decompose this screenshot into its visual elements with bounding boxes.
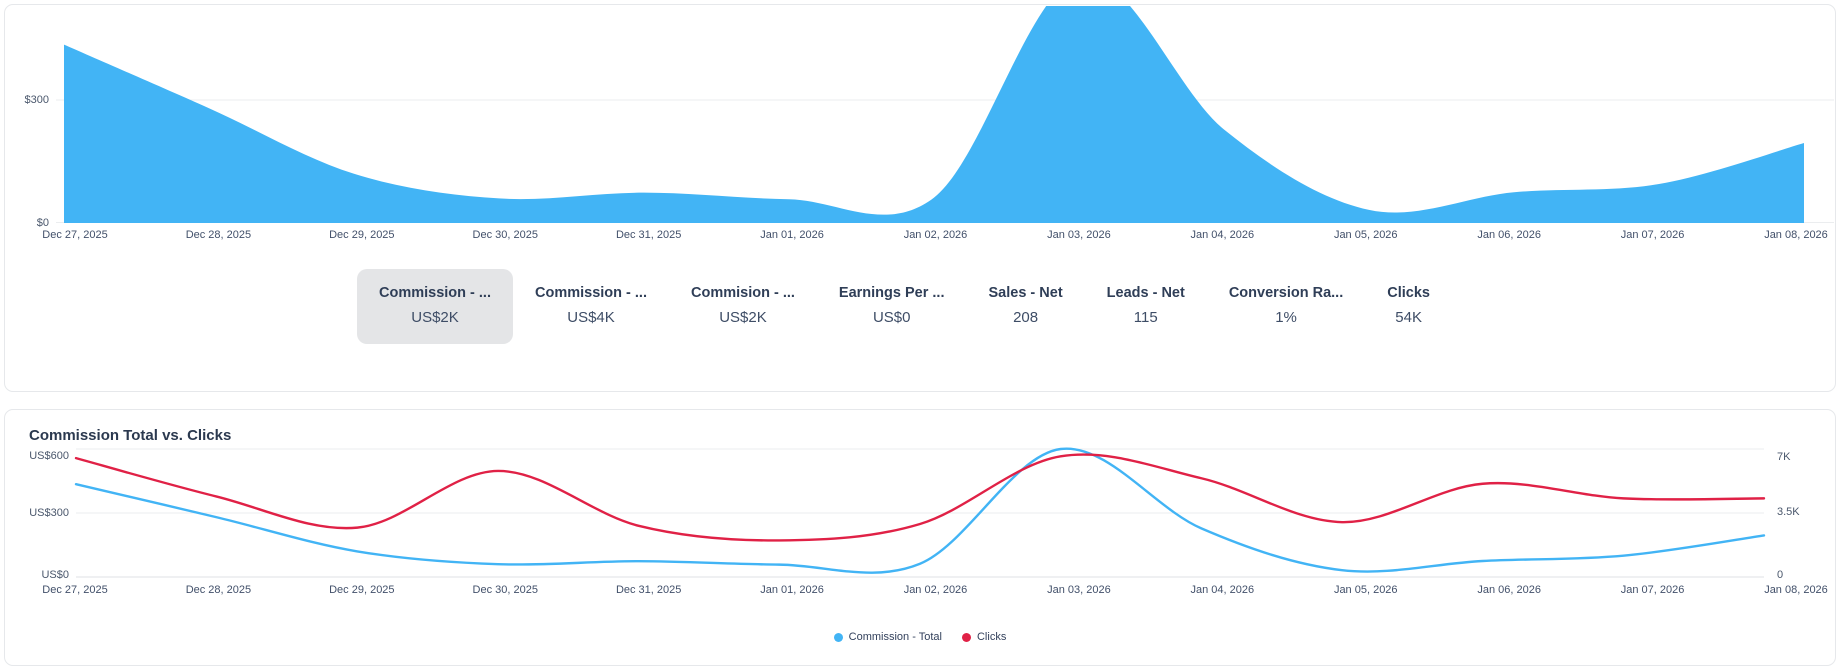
metric-tab-value: US$0	[872, 309, 911, 326]
metric-tab-commision[interactable]: Commision - ... US$2K	[669, 269, 817, 344]
bottom-x-label: Dec 27, 2025	[42, 584, 108, 596]
right-axis-tick-7k: 7K	[1777, 451, 1791, 463]
metric-tab-value: US$4K	[567, 309, 615, 326]
metric-tab-label: Sales - Net	[988, 285, 1063, 301]
metric-tab-leads-net[interactable]: Leads - Net 115	[1085, 269, 1207, 344]
metric-tab-value: US$2K	[411, 309, 459, 326]
top-x-label: Jan 04, 2026	[1190, 229, 1255, 241]
top-x-label: Jan 08, 2026	[1764, 229, 1828, 241]
metric-tab-label: Conversion Ra...	[1228, 285, 1344, 301]
left-axis-tick-600: US$600	[29, 450, 69, 462]
legend-item-commission-total[interactable]: Commission - Total	[833, 631, 942, 643]
bottom-x-label: Jan 02, 2026	[903, 584, 968, 596]
metric-tab-label: Commission - ...	[535, 285, 647, 301]
bottom-x-label: Jan 03, 2026	[1047, 584, 1111, 596]
bottom-chart-title: Commission Total vs. Clicks	[29, 427, 232, 444]
commission-vs-clicks-chart	[74, 447, 1766, 578]
commission-area-chart	[56, 6, 1834, 223]
top-x-label: Dec 29, 2025	[329, 229, 395, 241]
bottom-x-label: Jan 06, 2026	[1477, 584, 1541, 596]
top-x-label: Jan 06, 2026	[1477, 229, 1541, 241]
chart-legend: Commission - Total Clicks	[5, 631, 1835, 643]
top-y-tick-300: $300	[24, 94, 49, 106]
top-x-axis: Dec 27, 2025 Dec 28, 2025 Dec 29, 2025 Dec …	[5, 229, 1835, 245]
legend-dot-icon	[961, 632, 971, 642]
top-x-label: Jan 05, 2026	[1333, 229, 1398, 241]
bottom-x-label: Jan 05, 2026	[1333, 584, 1398, 596]
top-x-label: Jan 01, 2026	[760, 229, 824, 241]
bottom-chart-card: Commission Total vs. Clicks US$600 US$30…	[4, 409, 1836, 666]
metric-tab-label: Clicks	[1387, 285, 1430, 301]
bottom-x-axis: Dec 27, 2025 Dec 28, 2025 Dec 29, 2025 Dec …	[5, 584, 1835, 600]
metric-tab-label: Commission - ...	[379, 285, 491, 301]
right-axis-tick-3-5k: 3.5K	[1777, 506, 1800, 518]
left-axis-tick-0: US$0	[41, 569, 69, 581]
metric-tab-value: 208	[1013, 309, 1039, 326]
bottom-x-label: Jan 04, 2026	[1190, 584, 1255, 596]
metric-tab-value: 1%	[1275, 309, 1297, 326]
bottom-x-label: Dec 28, 2025	[185, 584, 252, 596]
legend-item-clicks[interactable]: Clicks	[961, 631, 1007, 643]
top-x-label: Dec 30, 2025	[472, 229, 538, 241]
metric-tab-label: Commision - ...	[691, 285, 795, 301]
metric-tab-value: 54K	[1395, 309, 1422, 326]
legend-label: Clicks	[976, 631, 1007, 643]
metric-tab-label: Leads - Net	[1106, 285, 1185, 301]
right-axis-tick-0: 0	[1777, 569, 1784, 581]
top-x-label: Jan 07, 2026	[1620, 229, 1685, 241]
bottom-x-label: Dec 29, 2025	[329, 584, 395, 596]
top-x-label: Dec 27, 2025	[42, 229, 108, 241]
metric-tab-clicks[interactable]: Clicks 54K	[1365, 269, 1452, 344]
bottom-x-label: Dec 31, 2025	[615, 584, 682, 596]
top-y-tick-0: $0	[36, 217, 49, 229]
metric-tab-commission[interactable]: Commission - ... US$4K	[513, 269, 669, 344]
metric-tab-row: Commission - ... US$2K Commission - ... US$…	[357, 269, 1452, 344]
metric-tab-value: 115	[1133, 309, 1158, 326]
top-x-label: Dec 31, 2025	[615, 229, 682, 241]
metric-tab-earnings-per[interactable]: Earnings Per ... US$0	[817, 269, 967, 344]
metric-tab-commission[interactable]: Commission - ... US$2K	[357, 269, 513, 344]
metric-tab-label: Earnings Per ...	[838, 285, 945, 301]
top-x-label: Dec 28, 2025	[185, 229, 252, 241]
bottom-x-label: Dec 30, 2025	[472, 584, 538, 596]
legend-dot-icon	[833, 632, 843, 642]
metric-tab-sales-net[interactable]: Sales - Net 208	[967, 269, 1085, 344]
left-axis-tick-300: US$300	[29, 507, 69, 519]
metric-tab-conversion-ra[interactable]: Conversion Ra... 1%	[1207, 269, 1365, 344]
top-chart-card: $300 $0 Dec 27, 2025 Dec 28, 2025 Dec 29, …	[4, 4, 1836, 392]
bottom-x-label: Jan 07, 2026	[1620, 584, 1685, 596]
bottom-x-label: Jan 08, 2026	[1764, 584, 1828, 596]
legend-label: Commission - Total	[848, 631, 942, 643]
top-x-label: Jan 03, 2026	[1047, 229, 1111, 241]
bottom-x-label: Jan 01, 2026	[760, 584, 824, 596]
top-x-label: Jan 02, 2026	[903, 229, 968, 241]
metric-tab-value: US$2K	[719, 309, 767, 326]
